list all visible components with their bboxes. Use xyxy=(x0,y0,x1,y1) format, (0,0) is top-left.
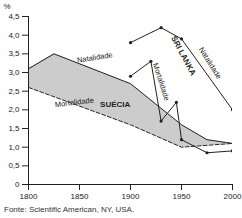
svg-text:2000: 2000 xyxy=(224,192,242,201)
svg-text:3,5: 3,5 xyxy=(8,49,20,58)
svg-text:2,5: 2,5 xyxy=(8,87,20,96)
svg-text:1850: 1850 xyxy=(71,192,89,201)
svg-text:3,0: 3,0 xyxy=(8,68,20,77)
svg-text:2,0: 2,0 xyxy=(8,105,20,114)
svg-text:Mortalidade: Mortalidade xyxy=(54,95,94,109)
svg-text:SRI LANKA: SRI LANKA xyxy=(169,34,197,77)
svg-text:1900: 1900 xyxy=(122,192,140,201)
svg-text:1800: 1800 xyxy=(20,192,38,201)
svg-text:1950: 1950 xyxy=(173,192,191,201)
svg-text:4,0: 4,0 xyxy=(8,31,20,40)
svg-text:0,5: 0,5 xyxy=(8,161,20,170)
svg-text:Mortalidade: Mortalidade xyxy=(151,62,172,102)
svg-text:Natalidade: Natalidade xyxy=(76,50,113,64)
svg-text:Natalidade: Natalidade xyxy=(197,46,224,81)
svg-text:4,5: 4,5 xyxy=(8,12,20,21)
svg-text:%: % xyxy=(4,2,11,11)
svg-text:1,0: 1,0 xyxy=(8,143,20,152)
html-text:Fonte: Scientific American, NY: Fonte: Scientific American, NY, USA. xyxy=(4,205,135,214)
svg-text:SUÉCIA: SUÉCIA xyxy=(100,100,130,109)
svg-text:0: 0 xyxy=(15,180,20,189)
svg-text:1,5: 1,5 xyxy=(8,124,20,133)
